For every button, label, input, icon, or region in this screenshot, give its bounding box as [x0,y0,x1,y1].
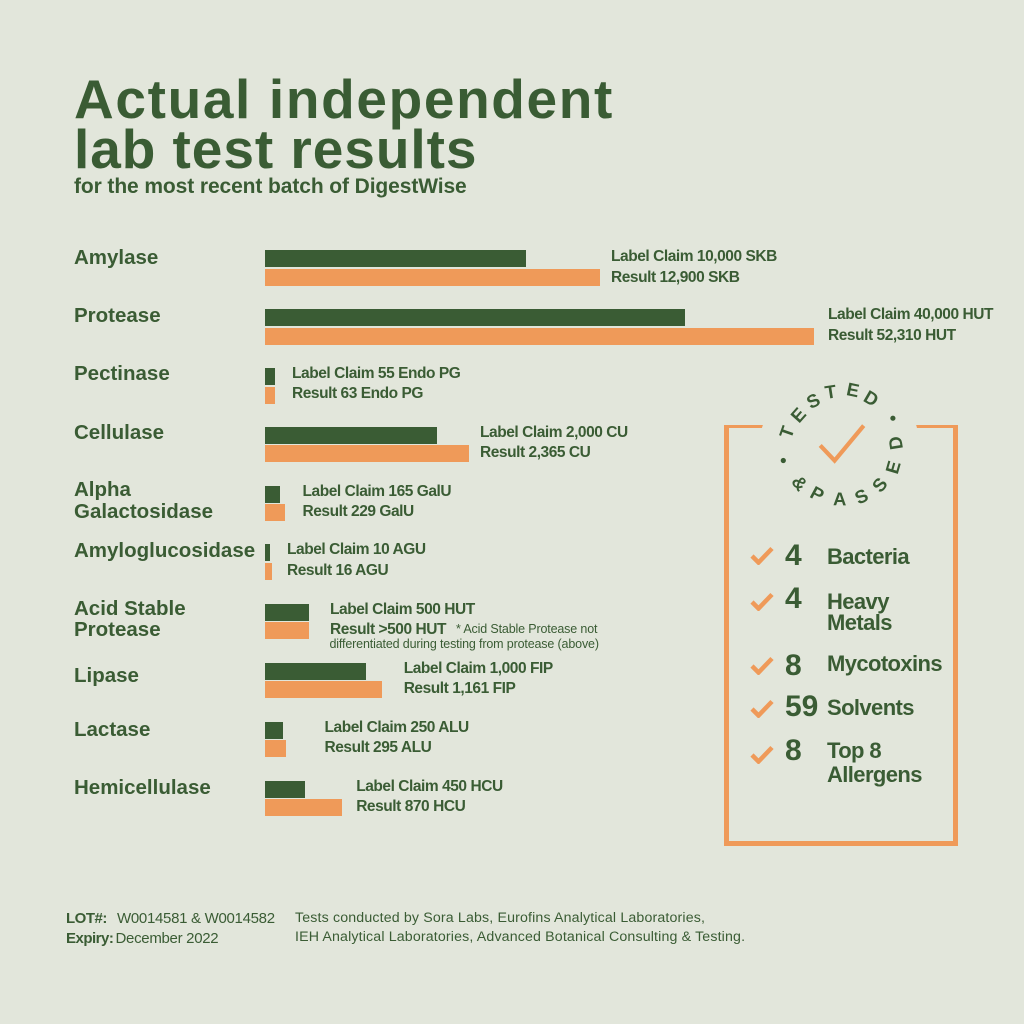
svg-text:T: T [823,380,838,403]
svg-text:D: D [860,386,882,411]
svg-text:&: & [787,471,812,494]
svg-text:E: E [845,378,861,401]
svg-text:P: P [807,482,828,506]
svg-text:E: E [786,403,810,426]
svg-text:S: S [868,473,892,496]
svg-text:S: S [851,484,871,508]
svg-text:E: E [881,458,905,476]
svg-text:D: D [884,435,907,452]
svg-text:T: T [775,423,799,441]
svg-text:A: A [833,488,847,509]
svg-text:S: S [803,389,824,413]
